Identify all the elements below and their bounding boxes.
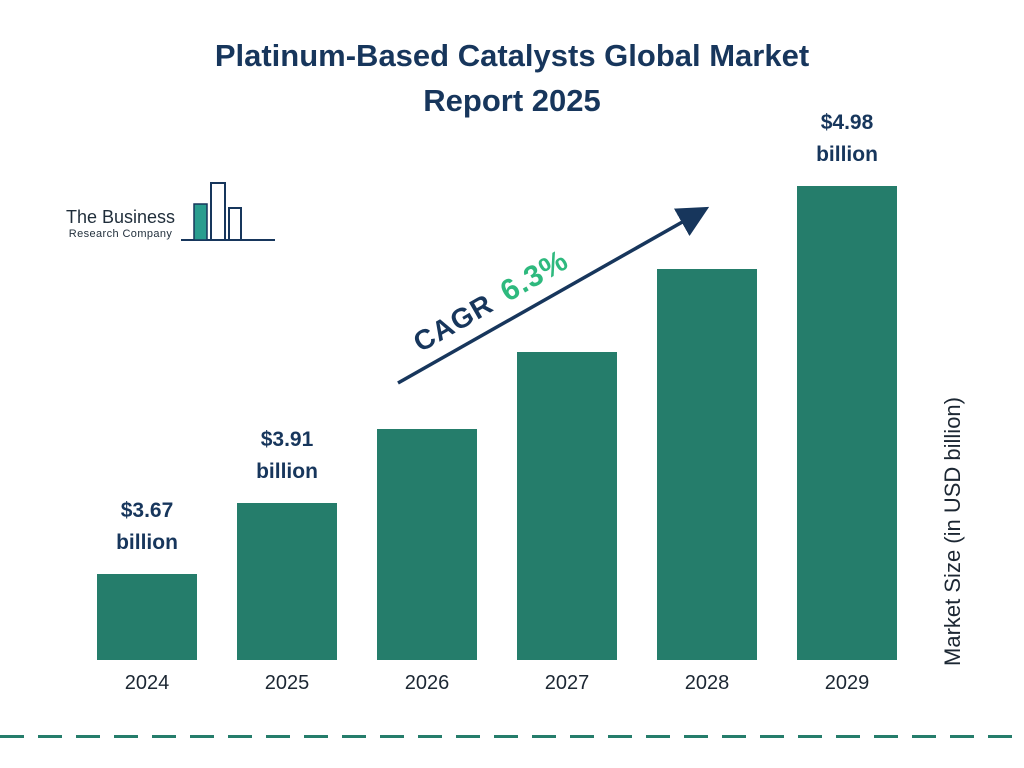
bar-column-2029: $4.98 billion 2029 (797, 107, 897, 700)
bar-column-2024: $3.67 billion 2024 (97, 495, 197, 700)
bar-2028 (657, 269, 757, 660)
logo-text: The Business Research Company (66, 207, 175, 240)
bars: $3.67 billion 2024 $3.91 billion 2025 2026 20… (97, 60, 897, 700)
bar-year-label-2025: 2025 (264, 672, 310, 694)
logo-name-line-2: Research Company (68, 228, 173, 240)
bar-year-label-2027: 2027 (544, 672, 590, 694)
logo-name-line-1: The Business (66, 207, 176, 227)
bar-2026 (377, 429, 477, 660)
bar-value-label-2029: $4.98 billion (816, 110, 878, 167)
bar-value-label-2024: $3.67 billion (116, 498, 178, 555)
logo-bar-chart-icon (181, 182, 276, 241)
company-logo: The Business Research Company (66, 178, 277, 244)
bottom-dashed-line (0, 735, 1024, 738)
bar-year-label-2026: 2026 (404, 672, 450, 694)
bar-2027 (517, 352, 617, 660)
bar-column-2027: 2027 (517, 352, 617, 700)
growth-arrow-icon (397, 206, 710, 385)
y-axis-label: Market Size (in USD billion) (940, 397, 965, 666)
bar-column-2026: 2026 (377, 429, 477, 700)
bar-year-label-2029: 2029 (824, 672, 870, 694)
title-line-2: Report 2025 (423, 82, 601, 118)
title-line-1: Platinum-Based Catalysts Global Market (214, 38, 810, 73)
bar-2024 (97, 574, 197, 660)
page-title: Platinum-Based Catalysts Global Market R… (0, 34, 1024, 124)
bar-year-label-2024: 2024 (124, 672, 170, 694)
bar-year-label-2028: 2028 (684, 672, 730, 694)
bar-column-2028: 2028 (657, 269, 757, 700)
bar-column-2025: $3.91 billion 2025 (237, 424, 337, 700)
bar-value-label-2025: $3.91 billion (256, 427, 318, 484)
bar-2025 (237, 503, 337, 660)
bar-2029 (797, 186, 897, 660)
